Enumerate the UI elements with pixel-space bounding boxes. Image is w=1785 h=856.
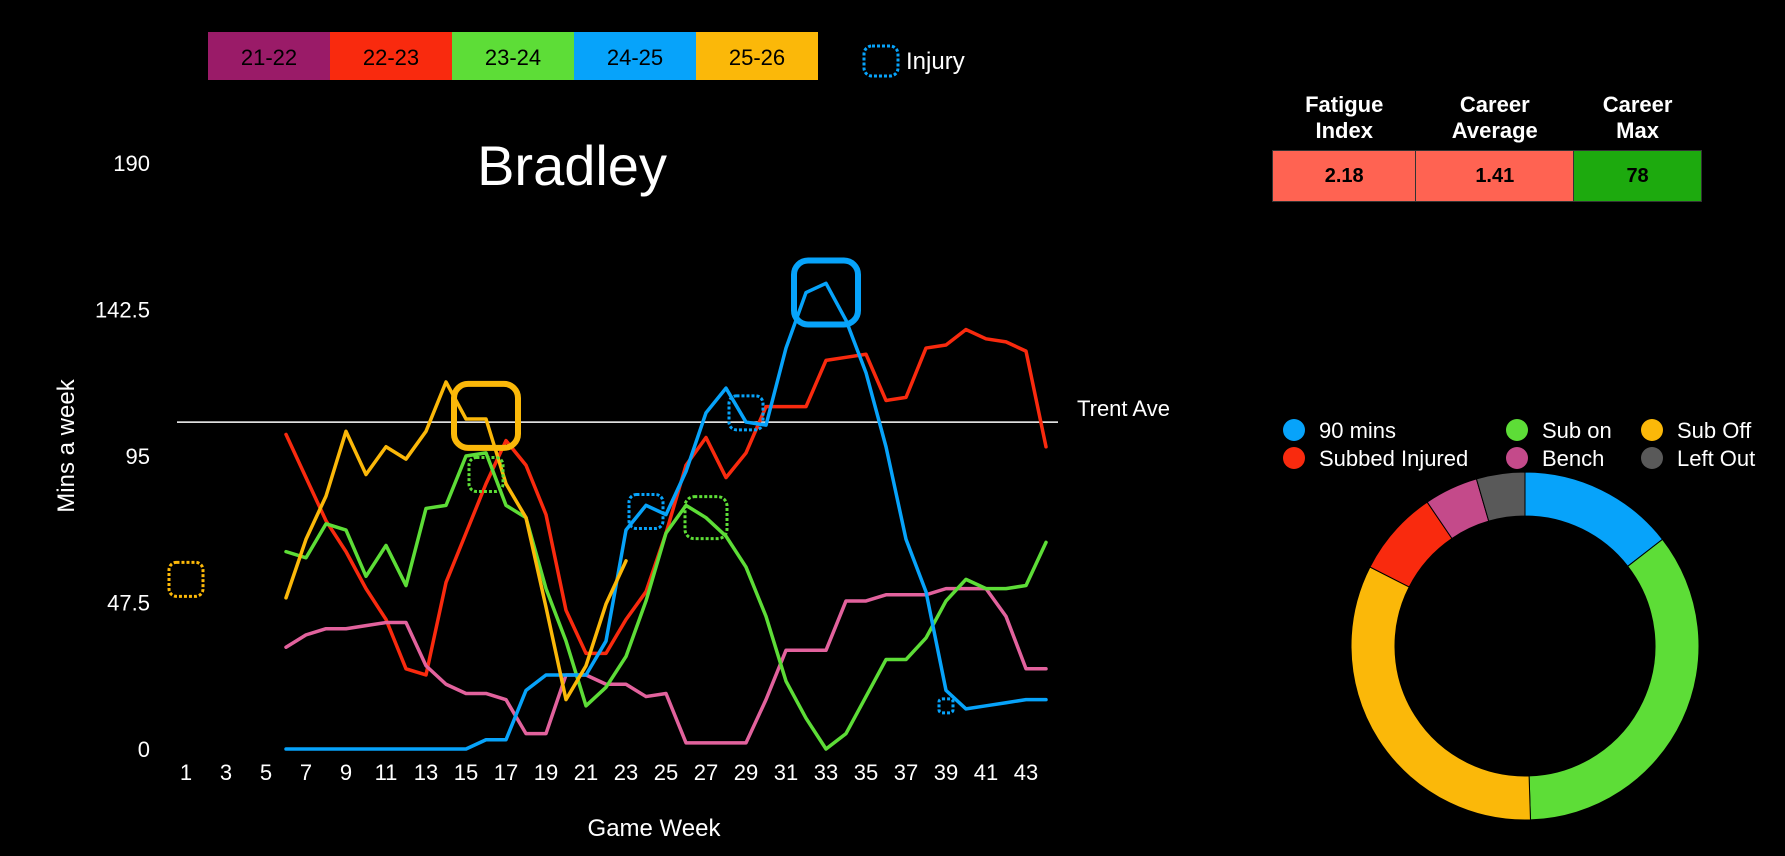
season-legend-swatch [574,32,696,80]
injury-marker [451,380,521,451]
injury-legend-icon [862,44,900,78]
series-line-21-22 [284,586,1048,745]
donut-legend-label: Subbed Injured [1319,446,1468,471]
y-tick-label: 95 [126,444,150,469]
x-tick-label: 37 [894,760,918,785]
x-tick-label: 17 [494,760,518,785]
donut-legend-dot [1283,447,1305,469]
x-tick-label: 13 [414,760,438,785]
reference-line-label: Trent Ave [1077,396,1170,421]
series-line-23-24 [284,451,1048,751]
season-legend-swatch [452,32,574,80]
season-legend-label: 21-22 [241,45,297,70]
donut-legend-dot [1506,447,1528,469]
season-legend-swatch [330,32,452,80]
x-tick-label: 5 [260,760,272,785]
stat-header-fatigue-index: Fatigue Index [1305,92,1384,143]
season-legend-label: 25-26 [729,45,785,70]
season-legend-label: 23-24 [485,45,541,70]
x-tick-label: 3 [220,760,232,785]
x-tick-label: 39 [934,760,958,785]
y-tick-label: 142.5 [95,298,150,323]
stats-table: Fatigue Index Career Average Career Max … [1271,92,1702,202]
donut-slice-90-mins [1524,471,1664,568]
x-tick-label: 27 [694,760,718,785]
stat-value-career-max: 78 [1573,150,1702,202]
y-tick-label: 0 [138,737,150,762]
y-tick-label: 190 [113,151,150,176]
donut-slice-sub-off [1350,566,1531,821]
x-axis-label: Game Week [588,815,722,842]
series-line-24-25 [284,281,1048,751]
x-tick-label: 33 [814,760,838,785]
donut-slice-left-out [1475,471,1526,522]
donut-legend-label: 90 mins [1319,418,1396,443]
donut-legend-dot [1506,419,1528,441]
season-legend-swatch [208,32,330,80]
donut-legend-label: Sub Off [1677,418,1752,443]
x-tick-label: 25 [654,760,678,785]
injury-marker [167,560,205,598]
donut-legend: 90 mins Sub on Sub Off Subbed Injured Bench L… [1283,418,1755,471]
stats-panel: Fatigue Index Career Average Career Max … [1271,92,1702,202]
injury-markers [167,257,955,715]
donut-legend-label: Left Out [1677,446,1755,471]
donut-legend-dot [1641,447,1663,469]
donut-chart [1350,471,1700,821]
x-tick-label: 7 [300,760,312,785]
x-tick-label: 19 [534,760,558,785]
season-legend-label: 22-23 [363,45,419,70]
season-legend-swatch [696,32,818,80]
injury-marker [727,394,765,432]
x-tick-label: 41 [974,760,998,785]
x-tick-label: 43 [1014,760,1038,785]
stat-header-career-average: Career Average [1451,92,1538,143]
x-tick-label: 35 [854,760,878,785]
stat-value-career-average: 1.41 [1415,150,1575,202]
donut-slice-sub-on [1528,538,1700,821]
y-axis-label: Mins a week [53,378,80,512]
x-tick-label: 21 [574,760,598,785]
x-tick-label: 31 [774,760,798,785]
x-tick-label: 11 [375,760,398,785]
donut-legend-dot [1641,419,1663,441]
y-tick-label: 47.5 [107,591,150,616]
injury-marker [683,495,729,541]
season-legend: 21-22 22-23 23-24 24-25 25-26 [208,32,818,80]
injury-legend-label: Injury [906,48,965,75]
x-tick-label: 23 [614,760,638,785]
x-tick-label: 15 [454,760,478,785]
injury-marker [791,257,861,328]
donut-legend-label: Sub on [1542,418,1612,443]
injury-marker [627,493,665,531]
x-axis-ticks: 1 3 5 7 9 11 13 15 17 19 21 23 25 27 29 31 33 35 37 39 41 43 [180,760,1038,785]
injury-marker [467,456,505,494]
injury-marker [937,697,955,715]
stat-header-career-max: Career Max [1602,92,1673,143]
y-axis-ticks: 0 47.5 95 142.5 190 [95,151,150,762]
donut-legend-label: Bench [1542,446,1604,471]
x-tick-label: 1 [180,760,192,785]
injury-legend: Injury [862,44,965,78]
donut-legend-dot [1283,419,1305,441]
x-tick-label: 29 [734,760,758,785]
line-series-group [284,281,1048,751]
chart-title: Bradley [477,134,667,197]
season-legend-label: 24-25 [607,45,663,70]
x-tick-label: 9 [340,760,352,785]
stat-value-fatigue-index: 2.18 [1271,150,1417,202]
